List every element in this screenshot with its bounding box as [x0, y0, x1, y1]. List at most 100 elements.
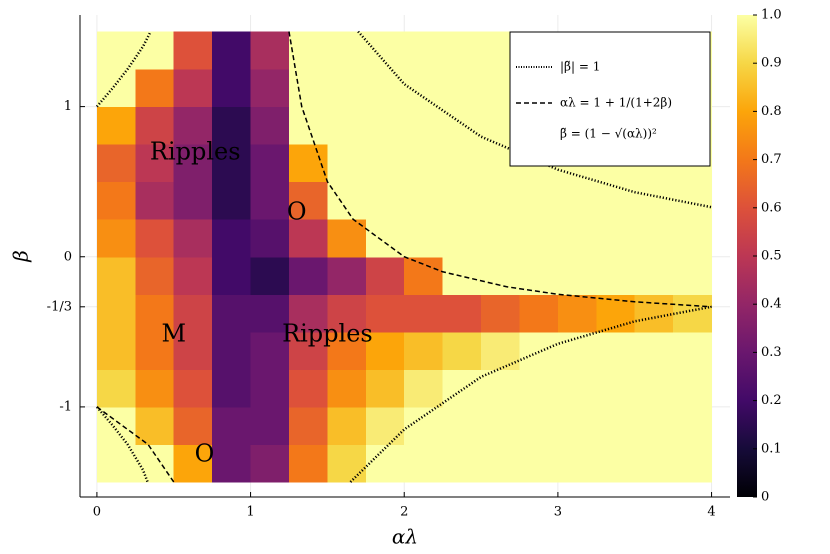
y-tick-label: 1: [64, 99, 72, 114]
heat-cell: [173, 406, 213, 445]
heat-cell: [481, 219, 520, 258]
heat-cell: [557, 294, 597, 333]
heat-cell: [250, 181, 290, 220]
heat-cell: [288, 219, 328, 258]
curve: [95, 406, 149, 483]
x-axis-label: αλ: [392, 525, 418, 549]
heat-cell: [135, 144, 175, 183]
heat-cell: [135, 406, 175, 445]
heat-cell: [404, 331, 444, 370]
heat-cell: [519, 181, 559, 220]
heat-cell: [327, 444, 367, 483]
heat-cell: [481, 256, 520, 295]
colorbar-tick-label: 0: [761, 490, 769, 505]
y-axis-label: β: [9, 250, 33, 263]
heat-cell: [96, 181, 136, 220]
heat-cell: [634, 369, 674, 408]
heat-cell: [288, 369, 328, 408]
heat-cell: [365, 144, 405, 183]
heat-cell: [365, 369, 405, 408]
heat-cell: [288, 144, 328, 183]
heat-cell: [327, 331, 367, 370]
y-tick-label: -1/3: [47, 299, 72, 314]
heat-cell: [173, 294, 213, 333]
heat-cell: [135, 256, 175, 295]
heat-cell: [135, 331, 175, 370]
x-tick-label: 4: [707, 505, 715, 520]
heat-cell: [288, 444, 328, 483]
heat-cell: [173, 69, 213, 108]
heat-cell: [250, 106, 290, 145]
x-tick-label: 2: [400, 505, 408, 520]
legend-label: αλ = 1 + 1/(1+2β): [560, 96, 672, 110]
heat-cell: [327, 106, 367, 145]
heat-cell: [404, 294, 444, 333]
heat-cell: [365, 181, 405, 220]
heat-cell: [596, 256, 636, 295]
heat-cell: [212, 144, 252, 183]
heat-cell: [96, 69, 136, 108]
heat-cell: [135, 369, 175, 408]
curve: [95, 30, 152, 108]
heat-cell: [404, 181, 444, 220]
heat-cell: [519, 294, 559, 333]
heat-cell: [327, 219, 367, 258]
heat-cell: [96, 444, 136, 483]
legend-note: β̃ = (1 − √(αλ))²: [560, 127, 657, 141]
heat-cell: [288, 31, 328, 70]
heat-cell: [250, 69, 290, 108]
heat-cell: [673, 369, 713, 408]
heat-cell: [481, 369, 520, 408]
heat-cell: [557, 181, 597, 220]
heat-cell: [634, 181, 674, 220]
heat-cell: [442, 69, 482, 108]
heat-cell: [442, 406, 482, 445]
heat-cell: [442, 256, 482, 295]
heat-cell: [212, 106, 252, 145]
heat-cell: [365, 331, 405, 370]
heat-cell: [288, 294, 328, 333]
heat-cell: [404, 256, 444, 295]
heat-cell: [596, 444, 636, 483]
heat-cell: [519, 369, 559, 408]
heat-cell: [212, 219, 252, 258]
heat-cell: [288, 181, 328, 220]
heat-cell: [365, 294, 405, 333]
heat-cell: [212, 256, 252, 295]
heat-cell: [327, 256, 367, 295]
heat-cell: [288, 69, 328, 108]
heat-cell: [634, 331, 674, 370]
heat-cell: [327, 406, 367, 445]
x-tick-label: 0: [93, 505, 101, 520]
heat-cell: [365, 69, 405, 108]
heat-cell: [327, 69, 367, 108]
heat-cell: [442, 444, 482, 483]
colorbar-tick-label: 0.1: [761, 441, 782, 456]
x-tick-label: 3: [554, 505, 562, 520]
heat-cell: [96, 31, 136, 70]
heat-cell: [365, 256, 405, 295]
heat-cell: [404, 144, 444, 183]
heat-cell: [404, 31, 444, 70]
heat-cell: [596, 331, 636, 370]
heat-cell: [442, 369, 482, 408]
heat-cell: [96, 331, 136, 370]
heat-cell: [173, 219, 213, 258]
heat-cell: [96, 256, 136, 295]
legend-label: |β̃| = 1: [560, 60, 600, 74]
heat-cell: [212, 181, 252, 220]
y-tick-label: 0: [64, 249, 72, 264]
heat-cell: [173, 256, 213, 295]
heat-cell: [404, 444, 444, 483]
heat-cell: [634, 406, 674, 445]
heat-cell: [212, 31, 252, 70]
heat-cell: [212, 331, 252, 370]
heat-cell: [173, 31, 213, 70]
heat-cell: [673, 406, 713, 445]
heat-cell: [173, 331, 213, 370]
heat-cell: [96, 369, 136, 408]
heat-cell: [96, 406, 136, 445]
annotation: M: [161, 319, 186, 347]
